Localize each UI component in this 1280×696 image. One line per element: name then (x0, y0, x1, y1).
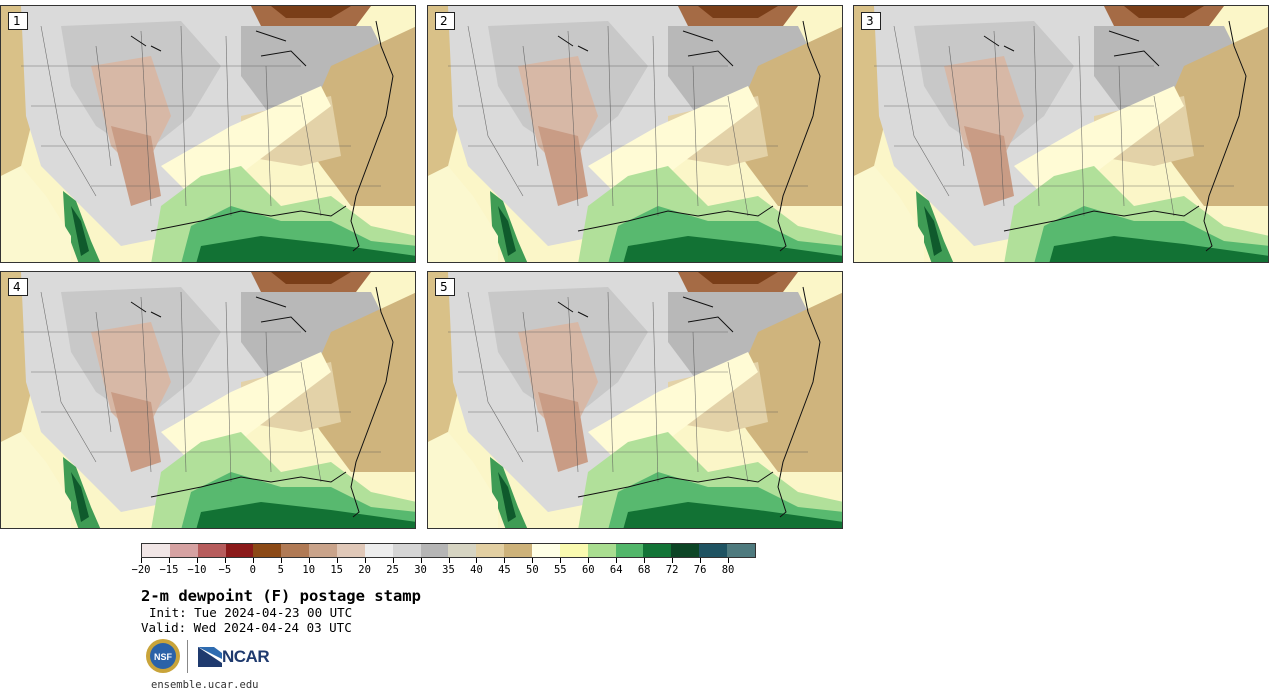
colorbar-ticks: −20 −15 −10 −5 0 5 10 15 20 25 30 35 40 45 50 55 60 64 68 7… (132, 558, 756, 578)
map-panel-1: 1 (0, 5, 416, 263)
colorbar-tick-label: −15 (159, 564, 179, 576)
colorbar-tick (224, 558, 226, 563)
colorbar-swatch (532, 544, 560, 557)
colorbar-tick-label: 25 (386, 564, 399, 576)
colorbar-tick (616, 558, 618, 563)
figure-title: 2-m dewpoint (F) postage stamp (141, 587, 421, 605)
colorbar-swatch (392, 544, 421, 557)
init-time: Init: Tue 2024-04-23 00 UTC (149, 605, 353, 620)
colorbar-swatch (420, 544, 449, 557)
nsf-logo: NSF (146, 639, 180, 673)
colorbar-tick-label: 40 (470, 564, 483, 576)
colorbar-tick (700, 558, 702, 563)
colorbar-tick (196, 558, 198, 563)
colorbar-tick-label: 5 (277, 564, 284, 576)
colorbar-tick-label: 10 (302, 564, 316, 576)
colorbar-tick (364, 558, 366, 563)
colorbar-swatch (448, 544, 477, 557)
colorbar-tick-label: 45 (498, 564, 511, 576)
colorbar-tick-label: 60 (581, 564, 595, 576)
map-panel-5: 5 (427, 271, 843, 529)
dewpoint-map (1, 272, 416, 529)
colorbar-tick (280, 558, 282, 563)
colorbar-swatch (169, 544, 198, 557)
colorbar-tick-label: 30 (414, 564, 427, 576)
colorbar-swatch (225, 544, 254, 557)
colorbar-tick-label: 15 (330, 564, 343, 576)
colorbar-swatch (559, 544, 588, 557)
colorbar-swatch (142, 544, 170, 557)
panel-number: 2 (435, 12, 455, 30)
panel-number: 3 (861, 12, 881, 30)
colorbar-swatch (699, 544, 728, 557)
colorbar-swatch (615, 544, 644, 557)
colorbar-tick (560, 558, 562, 563)
colorbar-tick-label: 64 (609, 564, 623, 576)
colorbar-tick-label: 68 (637, 564, 651, 576)
logo-divider (187, 640, 188, 673)
colorbar-swatch (643, 544, 672, 557)
panel-number: 4 (8, 278, 28, 296)
logos: NSF NCAR (145, 638, 275, 674)
colorbar-swatch (281, 544, 310, 557)
colorbar-swatch (671, 544, 700, 557)
colorbar-tick (420, 558, 422, 563)
ncar-wordmark: NCAR (222, 647, 270, 666)
colorbar-tick (168, 558, 170, 563)
colorbar-tick-label: 0 (249, 564, 256, 576)
colorbar-tick-label: 55 (553, 564, 567, 576)
colorbar-tick (728, 558, 730, 563)
colorbar-tick-label: 50 (526, 564, 539, 576)
colorbar-swatch (337, 544, 365, 557)
dewpoint-map (428, 6, 843, 263)
colorbar-tick-label: 80 (721, 564, 735, 576)
colorbar-tick (672, 558, 674, 563)
colorbar-tick-label: 72 (665, 564, 679, 576)
map-panel-3: 3 (853, 5, 1269, 263)
colorbar-tick (141, 558, 142, 563)
colorbar-tick (532, 558, 534, 563)
colorbar-tick-label: −10 (187, 564, 207, 576)
colorbar-tick-label: −20 (131, 564, 151, 576)
colorbar-swatch (504, 544, 533, 557)
colorbar-swatch (253, 544, 282, 557)
map-panel-4: 4 (0, 271, 416, 529)
colorbar-tick-label: 20 (358, 564, 371, 576)
colorbar-tick-label: 35 (442, 564, 455, 576)
svg-text:NSF: NSF (154, 652, 173, 662)
colorbar-tick (588, 558, 590, 563)
colorbar-swatch (309, 544, 338, 557)
ncar-logo: NCAR (198, 645, 273, 667)
colorbar-swatch (364, 544, 393, 557)
colorbar-tick (392, 558, 394, 563)
panel-number: 1 (8, 12, 28, 30)
panel-number: 5 (435, 278, 455, 296)
colorbar-tick (308, 558, 310, 563)
colorbar-tick (476, 558, 478, 563)
map-panel-2: 2 (427, 5, 843, 263)
colorbar-tick-label: −5 (218, 564, 232, 576)
colorbar-swatch (197, 544, 226, 557)
colorbar-tick (336, 558, 338, 563)
site-url: ensemble.ucar.edu (151, 679, 259, 691)
colorbar-swatch (587, 544, 616, 557)
colorbar-tick (644, 558, 646, 563)
colorbar-tick (252, 558, 254, 563)
ncar-mark-icon (198, 647, 222, 667)
colorbar-tick (448, 558, 450, 563)
dewpoint-map (1, 6, 416, 263)
dewpoint-map (854, 6, 1269, 263)
colorbar-swatch (727, 544, 755, 557)
colorbar-tick-label: 76 (693, 564, 707, 576)
colorbar-swatch (476, 544, 505, 557)
colorbar (141, 543, 756, 558)
valid-time: Valid: Wed 2024-04-24 03 UTC (141, 620, 352, 635)
dewpoint-map (428, 272, 843, 529)
colorbar-tick (504, 558, 506, 563)
